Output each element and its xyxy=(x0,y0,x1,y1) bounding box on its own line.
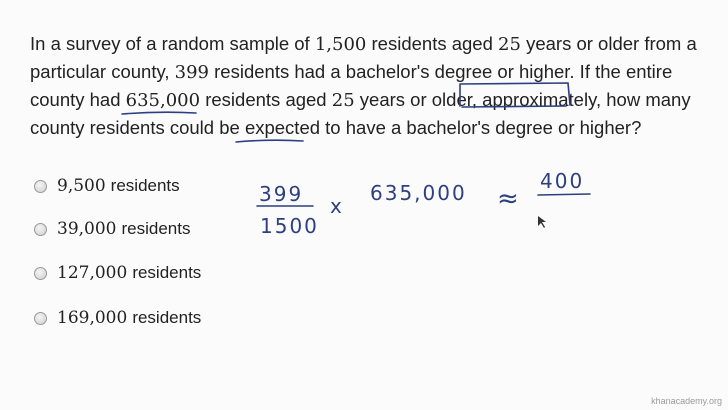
hw-result-numerator: 400 xyxy=(540,169,584,193)
result-fraction-bar xyxy=(537,193,591,196)
radio-button[interactable] xyxy=(34,179,47,193)
hw-multiplier: 635,000 xyxy=(370,181,467,205)
cursor-icon xyxy=(538,216,546,228)
radio-button[interactable] xyxy=(34,266,47,280)
underline-expected xyxy=(235,139,304,143)
radio-button[interactable] xyxy=(34,222,47,236)
hw-times: x xyxy=(330,194,344,218)
hw-numerator: 399 xyxy=(259,182,303,206)
underline-635000 xyxy=(121,111,197,115)
watermark: khanacademy.org xyxy=(651,396,722,406)
option-2[interactable]: 39,000 residents xyxy=(34,219,190,239)
question-text: In a survey of a random sample of 1,500 … xyxy=(30,33,697,138)
hw-approx: ≈ xyxy=(497,184,521,214)
hw-denominator: 1500 xyxy=(260,214,319,238)
option-4[interactable]: 169,000 residents xyxy=(34,308,201,328)
underlined-word: expected xyxy=(244,117,321,138)
highlighted-number: 635,000 xyxy=(125,90,201,111)
radio-button[interactable] xyxy=(34,311,47,325)
underline-approximately xyxy=(461,105,567,108)
option-3[interactable]: 127,000 residents xyxy=(34,263,201,283)
box-approximately xyxy=(459,82,571,107)
option-1[interactable]: 9,500 residents xyxy=(34,176,180,196)
boxed-word: approximately xyxy=(482,89,596,110)
